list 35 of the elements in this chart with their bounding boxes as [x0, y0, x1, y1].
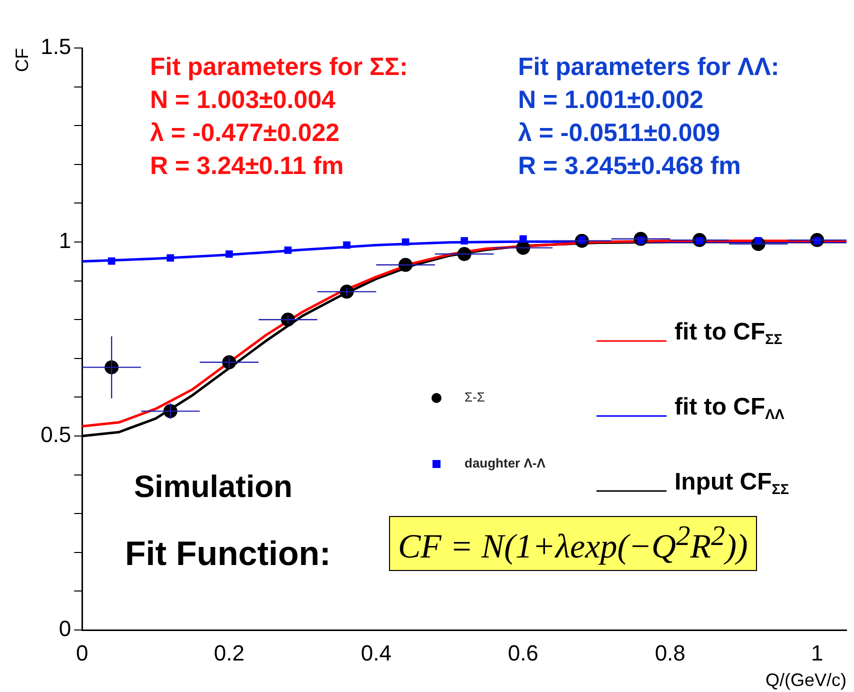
point [166, 254, 174, 262]
legend-label: Σ-Σ [464, 390, 485, 405]
point [460, 237, 468, 245]
annotation: CF = N(1+λexp(−Q$^{2}$R$^{2}$)) [389, 516, 757, 572]
annotation: R = 3.245±0.468 fm [518, 151, 742, 182]
x-axis-title: Q/(GeV/c) [765, 670, 846, 690]
point [402, 238, 410, 246]
annotation: λ = -0.0511±0.009 [518, 118, 722, 149]
y-tick-label: 1 [58, 228, 72, 254]
x-tick-label: 0.4 [360, 640, 392, 666]
point [343, 241, 350, 249]
annotation: R = 3.24±0.11 fm [150, 151, 345, 182]
y-tick-label: 0.5 [40, 422, 72, 448]
x-tick-label: 0 [76, 640, 88, 666]
annotation: Fit parameters for ΛΛ: [518, 52, 780, 83]
x-tick-label: 0.2 [214, 640, 244, 666]
y-axis-title: CF [12, 48, 32, 72]
point [284, 246, 292, 254]
annotation: N = 1.001±0.002 [518, 85, 704, 116]
x-tick-label: 0.8 [654, 640, 686, 666]
point [398, 258, 413, 272]
point [108, 257, 116, 265]
annotation: Simulation [134, 469, 292, 504]
point [225, 250, 233, 258]
y-tick-label: 0 [58, 616, 72, 642]
point [457, 247, 472, 262]
x-tick-label: 1 [810, 640, 824, 666]
annotation: Fit parameters for ΣΣ: [150, 52, 408, 83]
x-tick-label: 0.6 [508, 640, 538, 666]
annotation: λ = -0.477±0.022 [150, 118, 341, 149]
y-tick-label: 1.5 [40, 34, 72, 60]
annotation: N = 1.003±0.004 [150, 85, 336, 116]
point [519, 235, 527, 243]
legend-label: daughter Λ-Λ [464, 456, 546, 471]
annotation: Fit Function: [125, 535, 331, 573]
